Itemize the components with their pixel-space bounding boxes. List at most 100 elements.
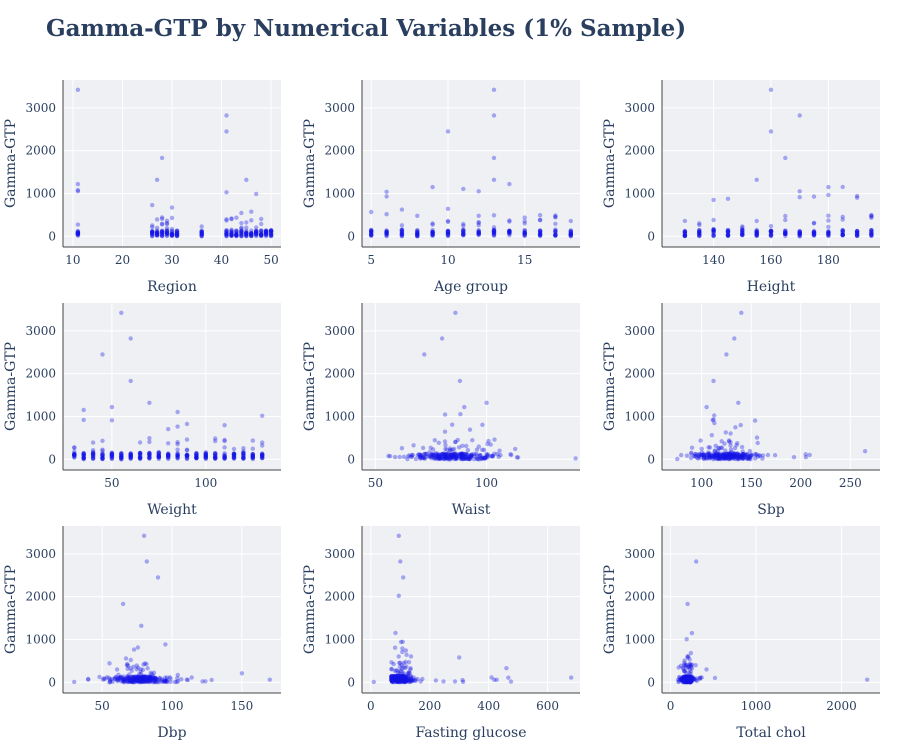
data-point — [90, 448, 96, 453]
data-point — [184, 448, 190, 453]
data-point — [229, 233, 234, 238]
data-point — [445, 452, 450, 457]
data-point — [697, 229, 702, 235]
data-point — [395, 674, 400, 679]
data-point — [132, 674, 138, 679]
data-point — [522, 221, 527, 226]
data-point — [568, 232, 573, 237]
data-point — [687, 676, 693, 681]
data-point — [686, 677, 691, 683]
data-point — [175, 454, 180, 459]
data-point — [491, 113, 497, 118]
data-point — [491, 232, 497, 237]
data-point — [459, 456, 464, 462]
data-point — [395, 676, 401, 682]
data-point — [476, 229, 481, 234]
data-point — [688, 664, 694, 670]
data-point — [404, 677, 409, 683]
data-point — [459, 452, 464, 457]
data-point — [685, 601, 690, 607]
data-point — [254, 233, 259, 238]
data-point — [707, 445, 713, 450]
data-point — [430, 231, 435, 236]
data-point — [415, 232, 420, 237]
data-point — [137, 456, 143, 462]
data-point — [147, 675, 152, 681]
data-point — [747, 456, 752, 461]
data-point — [137, 672, 142, 677]
data-point — [384, 230, 389, 235]
data-point — [159, 231, 165, 237]
data-point — [753, 456, 758, 461]
data-point — [685, 676, 691, 681]
data-point — [687, 674, 692, 680]
data-point — [415, 234, 420, 239]
data-point — [100, 677, 106, 682]
data-point — [711, 230, 716, 235]
data-point — [175, 453, 180, 458]
data-point — [514, 455, 520, 460]
data-point — [417, 452, 422, 457]
data-point — [797, 231, 802, 236]
data-point — [725, 451, 730, 456]
data-point — [443, 453, 448, 459]
data-point — [392, 645, 398, 650]
data-point — [681, 677, 686, 683]
data-point — [537, 231, 543, 237]
data-point — [384, 231, 389, 236]
data-point — [522, 232, 527, 238]
data-point — [739, 310, 744, 315]
data-point — [418, 454, 423, 459]
data-point — [143, 678, 148, 684]
data-point — [717, 455, 722, 461]
data-point — [727, 454, 732, 460]
data-point — [797, 229, 802, 234]
data-point — [254, 232, 259, 237]
data-point — [268, 228, 274, 234]
data-point — [408, 666, 413, 671]
data-point — [150, 223, 155, 228]
data-point — [522, 215, 527, 220]
data-point — [573, 456, 578, 461]
data-point — [768, 229, 774, 234]
data-point — [254, 229, 259, 234]
data-point — [697, 453, 702, 458]
data-point — [399, 677, 404, 683]
data-point — [239, 232, 244, 237]
data-point — [461, 233, 466, 238]
data-point — [393, 676, 398, 682]
data-point — [154, 177, 160, 182]
data-point — [735, 452, 740, 457]
data-point — [143, 677, 149, 683]
y-tick-label: 1000 — [624, 186, 655, 200]
data-point — [417, 454, 422, 459]
data-point — [725, 229, 731, 234]
data-point — [448, 452, 454, 457]
data-point — [728, 431, 733, 436]
data-point — [685, 677, 690, 682]
data-point — [744, 452, 749, 457]
data-point — [159, 229, 165, 234]
data-point — [680, 677, 685, 682]
data-point — [241, 453, 246, 459]
data-point — [164, 221, 170, 227]
data-point — [687, 675, 693, 680]
data-point — [716, 452, 721, 457]
data-point — [147, 455, 152, 460]
data-point — [491, 229, 497, 234]
data-point — [508, 452, 513, 457]
data-point — [213, 456, 218, 461]
data-point — [468, 452, 474, 458]
data-point — [704, 404, 709, 410]
data-point — [685, 665, 690, 670]
data-point — [687, 675, 692, 681]
data-point — [174, 229, 180, 234]
data-point — [138, 676, 143, 682]
data-point — [150, 225, 155, 230]
data-point — [719, 445, 725, 451]
data-point — [224, 231, 229, 236]
data-point — [683, 675, 689, 680]
data-point — [684, 679, 690, 685]
data-point — [153, 676, 158, 681]
data-point — [128, 454, 133, 459]
